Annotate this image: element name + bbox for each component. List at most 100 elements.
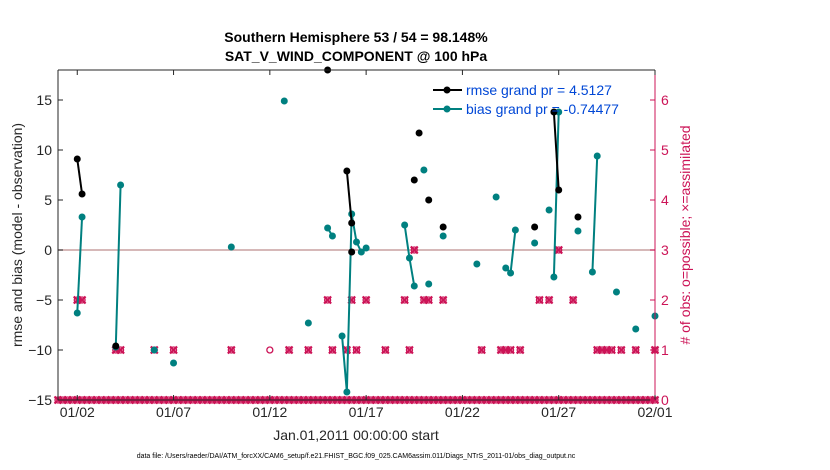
obs-assimilated-marker bbox=[631, 345, 641, 355]
bias-point bbox=[328, 232, 336, 240]
bias-line-segment bbox=[552, 111, 560, 278]
x-axis-label: Jan.01,2011 00:00:00 start bbox=[273, 427, 439, 443]
rmse-point bbox=[439, 223, 447, 231]
y-right-tick-label: 2 bbox=[661, 292, 669, 308]
y-right-tick-label: 5 bbox=[661, 142, 669, 158]
y-tick-label: 0 bbox=[44, 242, 52, 258]
rmse-point bbox=[550, 108, 558, 116]
bias-point bbox=[492, 193, 500, 201]
data-file-footnote: data file: /Users/raeder/DAI/ATM_forcXX/… bbox=[137, 453, 576, 460]
y-tick-label: 5 bbox=[44, 192, 52, 208]
y-axis-label-right: # of obs: o=possible; ×=assimilated bbox=[677, 125, 693, 344]
x-tick-label: 01/02 bbox=[60, 404, 95, 420]
bias-line-segment bbox=[76, 216, 84, 314]
obs-possible-marker bbox=[410, 246, 418, 254]
obs-assimilated-marker bbox=[438, 295, 448, 305]
obs-possible-marker bbox=[608, 346, 616, 354]
bias-point bbox=[473, 260, 481, 268]
bias-point bbox=[410, 282, 418, 290]
bias-point bbox=[425, 280, 433, 288]
rmse-point bbox=[78, 190, 86, 198]
y-right-tick-label: 4 bbox=[661, 192, 669, 208]
bias-point bbox=[150, 346, 158, 354]
y-tick-label: −10 bbox=[28, 342, 52, 358]
bias-point bbox=[362, 244, 370, 252]
bias-point bbox=[170, 359, 178, 367]
bias-point bbox=[507, 269, 515, 277]
obs-assimilated-marker bbox=[169, 345, 178, 355]
y-tick-label: −5 bbox=[36, 292, 52, 308]
x-tick-label: 01/07 bbox=[156, 404, 191, 420]
y-tick-label: 15 bbox=[36, 92, 52, 108]
legend-rmse-marker bbox=[443, 86, 451, 94]
bias-point bbox=[324, 224, 332, 232]
bias-point bbox=[280, 97, 288, 105]
bias-point bbox=[73, 309, 81, 317]
plot-frame bbox=[57, 69, 656, 401]
obs-possible-marker bbox=[603, 346, 611, 354]
obs-possible-marker bbox=[593, 346, 601, 354]
obs-possible-marker bbox=[78, 296, 86, 304]
y-right-tick-label: 6 bbox=[661, 92, 669, 108]
bias-point bbox=[338, 332, 346, 340]
y-tick-label: −15 bbox=[28, 392, 52, 408]
bias-point bbox=[632, 325, 640, 333]
rmse-line-segment bbox=[76, 158, 84, 195]
obs-possible-marker bbox=[425, 296, 433, 304]
bias-point bbox=[401, 221, 409, 229]
obs-assimilated-marker bbox=[506, 345, 515, 355]
obs-assimilated-marker bbox=[304, 345, 313, 355]
obs-possible-marker bbox=[285, 346, 293, 354]
obs-assimilated-marker bbox=[284, 345, 294, 355]
obs-assimilated-marker bbox=[352, 345, 361, 355]
x-tick-label: 01/27 bbox=[541, 404, 576, 420]
obs-assimilated-marker bbox=[568, 295, 578, 305]
x-tick-label: 01/17 bbox=[349, 404, 384, 420]
legend: rmse grand pr = 4.5127 bias grand pr = -… bbox=[433, 82, 619, 117]
obs-possible-marker bbox=[362, 296, 370, 304]
obs-possible-marker bbox=[381, 346, 390, 354]
obs-assimilated-marker bbox=[323, 295, 332, 305]
obs-possible-marker bbox=[116, 346, 125, 354]
rmse-point bbox=[410, 176, 418, 184]
rmse-series bbox=[73, 66, 582, 350]
x-tick-label: 01/12 bbox=[252, 404, 287, 420]
bias-point bbox=[511, 226, 519, 234]
obs-possible-marker bbox=[439, 296, 447, 304]
bias-point bbox=[531, 239, 539, 247]
rmse-point bbox=[348, 248, 356, 256]
legend-bias-label: bias grand pr = -0.74477 bbox=[466, 101, 619, 117]
obs-assimilated-marker bbox=[477, 345, 486, 355]
obs-assimilated-marker bbox=[77, 295, 87, 305]
obs-possible-marker bbox=[352, 346, 361, 354]
y-right-tick-label: 0 bbox=[661, 392, 669, 408]
chart-title-line1: Southern Hemisphere 53 / 54 = 98.148% bbox=[224, 29, 488, 45]
obs-possible-marker bbox=[328, 346, 337, 354]
obs-possible-marker bbox=[478, 346, 486, 354]
obs-assimilated-marker bbox=[424, 295, 433, 305]
obs-possible-marker bbox=[502, 346, 510, 354]
obs-assimilated-marker bbox=[535, 295, 544, 305]
obs-assimilated-marker bbox=[328, 345, 337, 355]
rmse-point bbox=[73, 155, 81, 163]
obs-possible-marker bbox=[169, 346, 178, 354]
bias-point bbox=[343, 388, 351, 396]
obs-possible-marker bbox=[617, 346, 625, 354]
axis-ticks: 01/02 01/07 01/12 01/17 01/22 01/27 02/01 −15 −1… bbox=[28, 70, 673, 420]
obs-possible-marker bbox=[569, 296, 577, 304]
obs-possible-marker bbox=[497, 346, 505, 354]
bias-line-segment bbox=[114, 184, 122, 348]
rmse-point bbox=[531, 223, 539, 231]
obs-assimilated-marker bbox=[405, 345, 414, 355]
y-axis-label: rmse and bias (model - observation) bbox=[9, 123, 25, 347]
y-right-tick-label: 3 bbox=[661, 242, 669, 258]
obs-assimilated-marker bbox=[227, 345, 236, 355]
bias-point bbox=[420, 166, 428, 174]
x-tick-label: 02/01 bbox=[637, 404, 672, 420]
rmse-line-segment bbox=[345, 170, 353, 224]
x-tick-label: 01/22 bbox=[445, 404, 480, 420]
legend-bias-marker bbox=[443, 105, 451, 113]
obs-possible-marker bbox=[400, 296, 409, 304]
obs-assimilated-marker bbox=[544, 295, 554, 305]
rmse-point bbox=[343, 167, 351, 175]
